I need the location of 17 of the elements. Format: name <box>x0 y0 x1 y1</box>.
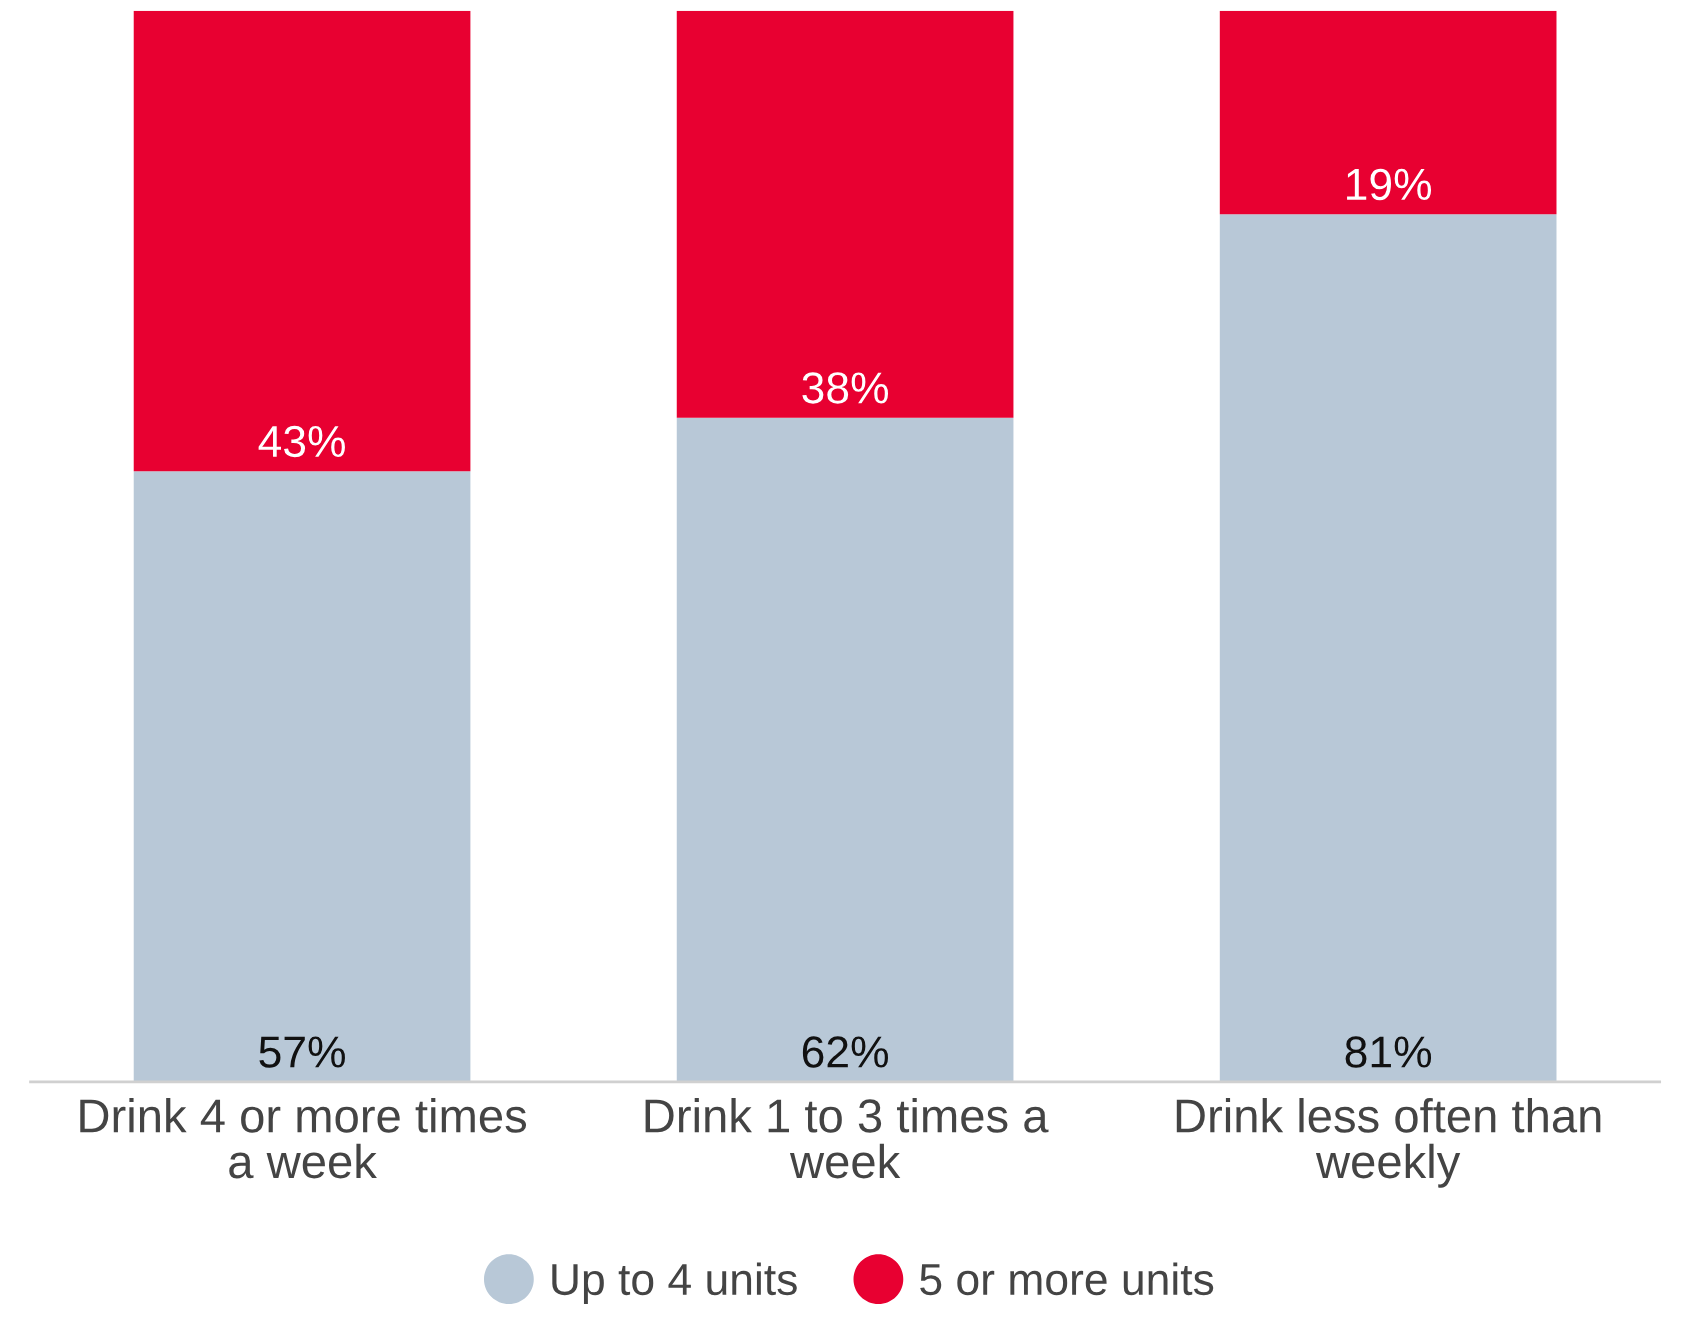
bar <box>676 417 1014 1082</box>
data-label: 43% <box>258 425 345 458</box>
x-tick-label: Drink 4 or more times a week <box>80 1097 527 1179</box>
bar <box>676 10 1014 418</box>
legend-label: Up to 4 units <box>552 1262 797 1304</box>
bar <box>1219 10 1557 215</box>
legend-label: 5 or more units <box>920 1262 1214 1296</box>
bar <box>133 471 471 1082</box>
x-tick-label: Drink 1 to 3 times a week <box>645 1097 1049 1179</box>
bar <box>133 10 471 472</box>
data-label: 57% <box>259 1036 345 1068</box>
data-label: 38% <box>802 372 888 404</box>
data-label: 62% <box>802 1036 888 1068</box>
data-label: 19% <box>1347 168 1432 201</box>
x-tick-label: Drink less often than weekly <box>1176 1097 1601 1188</box>
bar <box>1219 214 1557 1082</box>
data-label: 81% <box>1345 1036 1432 1068</box>
